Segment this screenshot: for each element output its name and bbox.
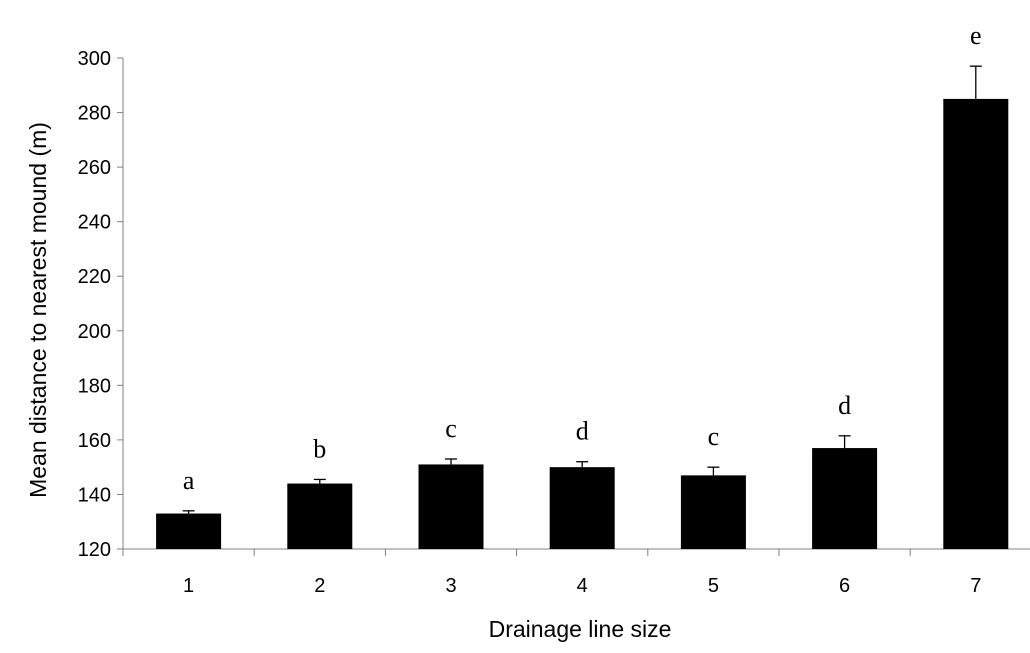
y-tick-label: 120 <box>78 539 111 561</box>
y-tick-label: 300 <box>78 48 111 70</box>
x-tick-label: 6 <box>839 575 850 597</box>
y-tick-label: 260 <box>78 157 111 179</box>
bar <box>156 513 222 549</box>
x-tick-label: 1 <box>183 575 194 597</box>
significance-label: a <box>183 466 195 495</box>
bar <box>680 475 746 549</box>
x-tick-label: 4 <box>577 575 588 597</box>
y-tick-label: 180 <box>78 375 111 397</box>
x-tick-label: 2 <box>314 575 325 597</box>
x-tick-label: 7 <box>970 575 981 597</box>
x-axis-title: Drainage line size <box>489 616 672 642</box>
significance-label: d <box>576 417 589 446</box>
y-tick-label: 280 <box>78 103 111 125</box>
bar <box>943 98 1009 550</box>
bar <box>812 448 878 549</box>
y-tick-label: 140 <box>78 484 111 506</box>
significance-label: b <box>313 434 326 463</box>
y-tick-label: 240 <box>78 212 111 234</box>
y-axis-title: Mean distance to nearest mound (m) <box>25 122 51 498</box>
x-tick-label: 5 <box>708 575 719 597</box>
y-tick-label: 200 <box>78 321 111 343</box>
y-tick-label: 220 <box>78 266 111 288</box>
significance-label: e <box>970 21 982 50</box>
bar <box>418 464 484 549</box>
significance-label: c <box>445 414 457 443</box>
x-tick-label: 3 <box>445 575 456 597</box>
y-tick-label: 160 <box>78 430 111 452</box>
significance-label: d <box>838 391 851 420</box>
bar <box>549 467 615 549</box>
bar <box>287 483 353 549</box>
significance-label: c <box>708 422 720 451</box>
